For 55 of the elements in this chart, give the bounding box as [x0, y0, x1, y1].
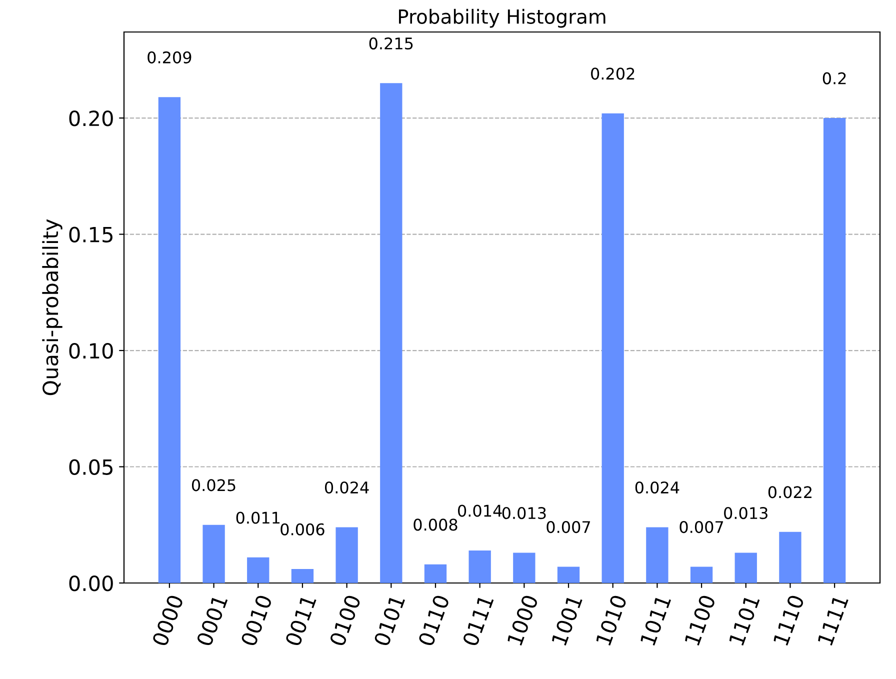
y-tick-label: 0.10 — [69, 342, 113, 359]
data-label: 0.008 — [414, 518, 458, 531]
bar — [468, 550, 491, 583]
x-tick-label: 0001 — [196, 594, 228, 647]
data-label: 0.022 — [768, 486, 812, 498]
x-tick-label: 1100 — [684, 594, 716, 646]
bar — [779, 532, 802, 583]
y-tick-label: 0.15 — [69, 226, 112, 242]
y-tick-label: 0.20 — [69, 110, 113, 126]
data-label: 0.007 — [680, 520, 724, 534]
data-label: 0.014 — [458, 504, 502, 517]
x-tick-label: 1110 — [772, 594, 804, 646]
data-label: 0.006 — [280, 523, 324, 536]
bar — [202, 524, 225, 583]
x-tick-label: 0111 — [462, 594, 494, 647]
x-tick-label: 0100 — [329, 594, 362, 647]
data-label: 0.007 — [546, 520, 590, 534]
x-tick-label: 0101 — [373, 594, 406, 647]
bar — [291, 569, 314, 583]
bar — [557, 566, 580, 583]
x-tick-label: 0000 — [152, 594, 184, 647]
bar — [690, 566, 713, 583]
x-tick-label: 1010 — [595, 594, 628, 646]
x-tick-label: 0010 — [240, 594, 272, 647]
data-label: 0.013 — [724, 507, 768, 520]
data-label: 0.209 — [148, 51, 192, 64]
bar — [602, 113, 624, 583]
data-label: 0.202 — [591, 68, 634, 80]
bar — [424, 564, 447, 583]
x-tick-label: 1011 — [640, 594, 672, 646]
data-label: 0.011 — [236, 512, 280, 524]
data-label: 0.215 — [369, 37, 413, 50]
x-tick-label: 0110 — [418, 594, 450, 647]
data-label: 0.2 — [822, 72, 846, 84]
bar — [646, 527, 668, 583]
bar — [158, 97, 181, 583]
bar — [734, 552, 757, 583]
x-tick-label: 1101 — [728, 594, 760, 646]
y-tick-label: 0.00 — [69, 575, 113, 592]
bar — [513, 552, 536, 583]
data-label: 0.024 — [325, 481, 369, 494]
x-tick-label: 1001 — [551, 594, 583, 646]
bar — [823, 118, 846, 583]
x-tick-label: 1000 — [506, 594, 538, 646]
chart-title: Probability Histogram — [398, 8, 606, 28]
x-tick-label: 0011 — [284, 594, 317, 647]
bar — [380, 83, 402, 583]
x-tick-label: 1111 — [817, 594, 848, 646]
data-label: 0.024 — [635, 481, 680, 494]
y-tick-label: 0.05 — [69, 459, 112, 475]
y-axis-title: Quasi-probability — [42, 219, 62, 396]
bar — [336, 527, 358, 583]
bar — [247, 557, 270, 583]
data-label: 0.013 — [502, 507, 546, 520]
data-label: 0.025 — [192, 479, 236, 492]
